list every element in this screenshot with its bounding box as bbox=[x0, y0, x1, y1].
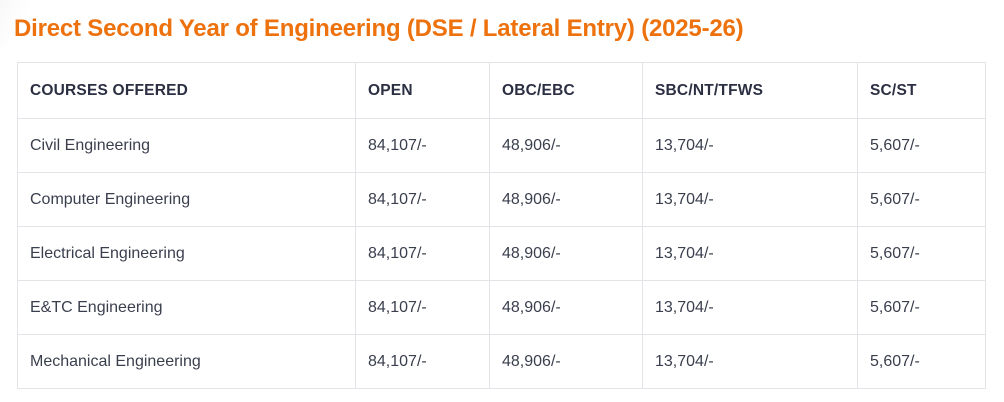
cell-fee-sc-st: 5,607/- bbox=[857, 280, 986, 335]
cell-fee-open: 84,107/- bbox=[355, 118, 490, 173]
column-header-open: OPEN bbox=[355, 62, 490, 119]
cell-fee-sbc-nt-tfws: 13,704/- bbox=[642, 118, 858, 173]
page-title: Direct Second Year of Engineering (DSE /… bbox=[14, 15, 744, 42]
column-header-sbc-nt-tfws: SBC/NT/TFWS bbox=[642, 62, 858, 119]
cell-fee-sbc-nt-tfws: 13,704/- bbox=[642, 226, 858, 281]
cell-fee-sc-st: 5,607/- bbox=[857, 118, 986, 173]
fees-table-body: Civil Engineering 84,107/- 48,906/- 13,7… bbox=[17, 118, 986, 389]
table-row: Mechanical Engineering 84,107/- 48,906/-… bbox=[17, 334, 986, 389]
cell-course: Civil Engineering bbox=[17, 118, 356, 173]
cell-fee-obc-ebc: 48,906/- bbox=[489, 172, 643, 227]
cell-fee-obc-ebc: 48,906/- bbox=[489, 226, 643, 281]
column-header-sc-st: SC/ST bbox=[857, 62, 986, 119]
column-header-obc-ebc: OBC/EBC bbox=[489, 62, 643, 119]
cell-fee-open: 84,107/- bbox=[355, 172, 490, 227]
table-row: Computer Engineering 84,107/- 48,906/- 1… bbox=[17, 172, 986, 227]
cell-fee-sbc-nt-tfws: 13,704/- bbox=[642, 172, 858, 227]
cell-fee-open: 84,107/- bbox=[355, 280, 490, 335]
fees-table: COURSES OFFERED OPEN OBC/EBC SBC/NT/TFWS… bbox=[17, 62, 986, 389]
column-header-courses-offered: COURSES OFFERED bbox=[17, 62, 356, 119]
cell-course: Computer Engineering bbox=[17, 172, 356, 227]
table-row: E&TC Engineering 84,107/- 48,906/- 13,70… bbox=[17, 280, 986, 335]
cell-fee-sc-st: 5,607/- bbox=[857, 334, 986, 389]
header-row: COURSES OFFERED OPEN OBC/EBC SBC/NT/TFWS… bbox=[17, 62, 986, 119]
cell-fee-obc-ebc: 48,906/- bbox=[489, 334, 643, 389]
table-row: Electrical Engineering 84,107/- 48,906/-… bbox=[17, 226, 986, 281]
table-row: Civil Engineering 84,107/- 48,906/- 13,7… bbox=[17, 118, 986, 173]
cell-fee-obc-ebc: 48,906/- bbox=[489, 280, 643, 335]
cell-course: Mechanical Engineering bbox=[17, 334, 356, 389]
cell-fee-sbc-nt-tfws: 13,704/- bbox=[642, 280, 858, 335]
fees-table-header: COURSES OFFERED OPEN OBC/EBC SBC/NT/TFWS… bbox=[17, 62, 986, 119]
cell-course: E&TC Engineering bbox=[17, 280, 356, 335]
cell-fee-sbc-nt-tfws: 13,704/- bbox=[642, 334, 858, 389]
cell-fee-sc-st: 5,607/- bbox=[857, 226, 986, 281]
cell-fee-sc-st: 5,607/- bbox=[857, 172, 986, 227]
cell-course: Electrical Engineering bbox=[17, 226, 356, 281]
cell-fee-open: 84,107/- bbox=[355, 334, 490, 389]
cell-fee-obc-ebc: 48,906/- bbox=[489, 118, 643, 173]
cell-fee-open: 84,107/- bbox=[355, 226, 490, 281]
